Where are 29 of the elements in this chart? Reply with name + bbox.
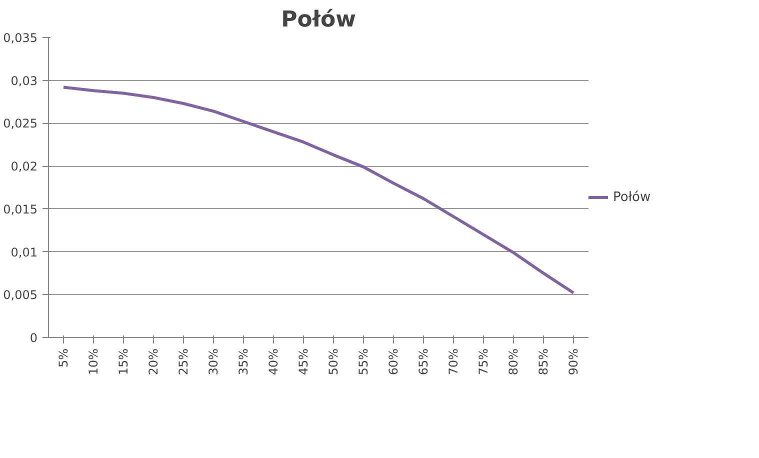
x-tick-label: 55% [356,348,370,376]
chart-title: Połów [281,8,356,32]
y-tick-label: 0,03 [10,74,38,88]
y-tick-label: 0,02 [10,160,38,174]
x-tick-label: 30% [206,348,220,376]
x-tick-label: 70% [446,348,460,376]
x-tick-label: 60% [386,348,400,376]
y-tick-label: 0,035 [3,31,38,45]
x-tick-label: 15% [116,348,130,376]
x-tick-label: 65% [416,348,430,376]
y-tick-label: 0,01 [10,245,38,260]
y-tick-label: 0,025 [3,116,38,131]
line-series [62,86,575,294]
x-tick-label: 80% [506,348,520,376]
x-tick-label: 40% [266,348,280,376]
x-tick-label: 50% [326,348,340,376]
x-tick-label: 35% [236,348,250,376]
x-tick-label: 85% [536,348,550,376]
x-tick-label: 20% [146,348,160,376]
legend-label: Połów [613,190,651,204]
y-tick-label: 0,005 [3,288,38,302]
x-tick-label: 25% [176,348,190,376]
x-tick-label: 5% [56,348,70,368]
y-tick-label: 0,015 [3,202,38,216]
x-tick-label: 90% [566,348,580,376]
x-tick-label: 10% [86,348,100,376]
x-tick-label: 45% [296,348,310,376]
y-tick-label: 0 [30,331,38,345]
x-tick-label: 75% [476,348,490,376]
